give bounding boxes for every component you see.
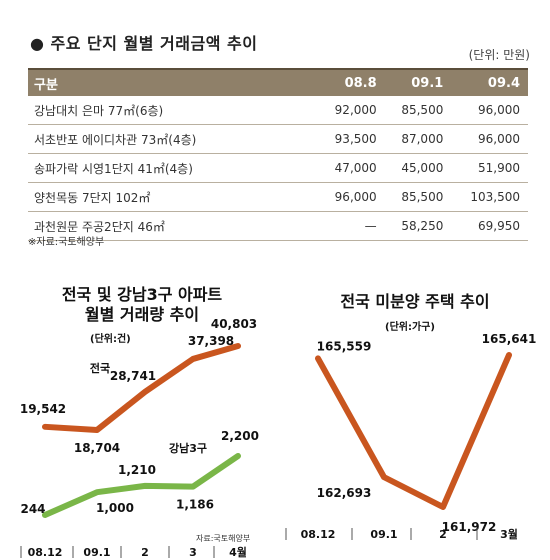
x-tick-label: 08.12 (301, 528, 336, 541)
x-tick-label: 09.1 (83, 546, 110, 559)
series-line-national (42, 343, 241, 433)
data-label-national: 28,741 (110, 369, 156, 383)
row-value: 47,000 (318, 153, 385, 183)
row-value: 45,000 (384, 153, 452, 183)
row-value: 96,000 (318, 182, 385, 212)
header-period-1: 08.8 (318, 68, 385, 96)
table-row: 양천목동 7단지 102㎡ 96,000 85,500 103,500 (28, 182, 528, 212)
row-name: 과천원문 주공2단지 46㎡ (28, 211, 318, 241)
data-label-gangnam: 2,200 (221, 429, 259, 443)
series-name-gangnam: 강남3구 (169, 441, 207, 455)
table-source: ※자료:국토해양부 (28, 237, 105, 248)
row-value: 51,900 (451, 153, 528, 183)
chart1-unit: (단위:건) (90, 332, 131, 345)
x-tick-label: 2 (439, 528, 447, 541)
table-title: ● 주요 단지 월별 거래금액 추이 (30, 34, 258, 53)
row-value: 96,000 (451, 96, 528, 125)
row-value: 103,500 (451, 182, 528, 212)
row-value: 58,250 (384, 211, 452, 241)
data-label-gangnam: 1,210 (118, 463, 156, 477)
table-row: 서초반포 에이디차관 73㎡(4층) 93,500 87,000 96,000 (28, 124, 528, 154)
chart2-title: 전국 미분양 주택 추이 (340, 292, 489, 311)
x-tick-label: 08.12 (28, 546, 63, 559)
data-label-national: 40,803 (211, 317, 257, 331)
row-name: 송파가락 시영1단지 41㎡(4층) (28, 153, 318, 183)
row-name: 서초반포 에이디차관 73㎡(4층) (28, 124, 318, 154)
row-name: 양천목동 7단지 102㎡ (28, 182, 318, 212)
data-label-unsold: 161,972 (442, 520, 497, 534)
header-category: 구분 (28, 68, 318, 96)
row-value: 93,500 (318, 124, 385, 154)
data-label-unsold: 165,559 (317, 339, 372, 353)
data-label-national: 19,542 (20, 402, 66, 416)
price-table: 구분 08.8 09.1 09.4 강남대치 은마 77㎡(6층) 92,000… (28, 68, 528, 241)
x-tick-label: 3월 (500, 527, 518, 541)
row-value: — (318, 211, 385, 241)
data-label-national: 37,398 (188, 334, 234, 348)
chart2-unit: (단위:가구) (385, 320, 435, 333)
x-tick-label: 4월 (229, 545, 247, 559)
series-line-unsold (315, 352, 512, 510)
row-value: 85,500 (384, 96, 452, 125)
row-value: 96,000 (451, 124, 528, 154)
x-tick-label: 2 (141, 546, 149, 559)
row-name: 강남대치 은마 77㎡(6층) (28, 96, 318, 125)
data-label-gangnam: 1,186 (176, 498, 214, 512)
data-label-gangnam: 244 (20, 502, 45, 516)
header-period-2: 09.1 (384, 68, 452, 96)
table-header-row: 구분 08.8 09.1 09.4 (28, 68, 528, 96)
row-value: 87,000 (384, 124, 452, 154)
row-value: 69,950 (451, 211, 528, 241)
table-row: 과천원문 주공2단지 46㎡ — 58,250 69,950 (28, 211, 528, 241)
chart1-title-line: 전국 및 강남3구 아파트 (62, 285, 223, 304)
data-label-national: 18,704 (74, 441, 120, 455)
row-value: 85,500 (384, 182, 452, 212)
data-label-gangnam: 1,000 (96, 501, 134, 515)
table-unit: (단위: 만원) (468, 48, 530, 62)
header-period-3: 09.4 (451, 68, 528, 96)
chart1-title-line: 월별 거래량 추이 (85, 305, 199, 324)
chart1-source-note: 자료:국토해양부 (196, 533, 250, 543)
x-tick-label: 09.1 (370, 528, 397, 541)
table-row: 송파가락 시영1단지 41㎡(4층) 47,000 45,000 51,900 (28, 153, 528, 183)
data-label-unsold: 165,641 (482, 332, 537, 346)
table-row: 강남대치 은마 77㎡(6층) 92,000 85,500 96,000 (28, 96, 528, 125)
x-tick-label: 3 (189, 546, 197, 559)
series-line-gangnam (42, 453, 241, 518)
row-value: 92,000 (318, 96, 385, 125)
data-label-unsold: 162,693 (317, 486, 372, 500)
series-name-national: 전국 (90, 361, 110, 375)
